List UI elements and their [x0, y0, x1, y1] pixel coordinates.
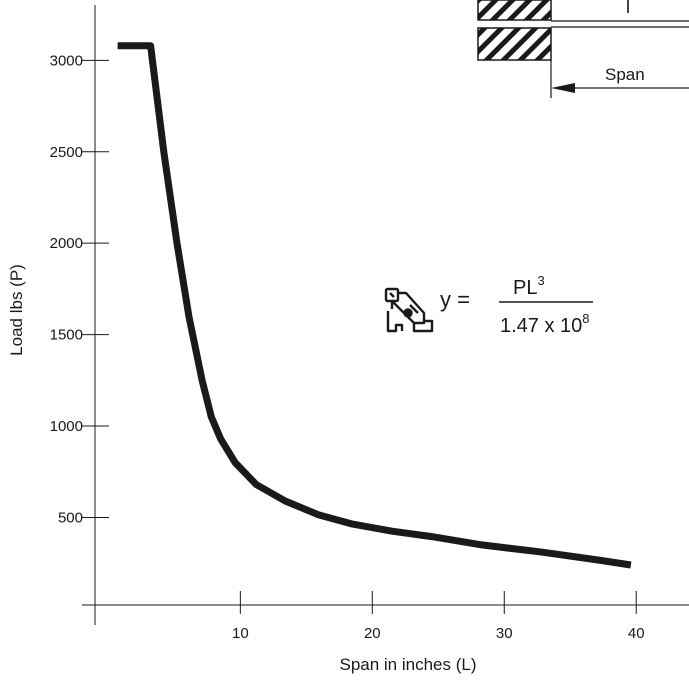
y-tick-label: 2500 — [50, 144, 83, 161]
x-tick-label: 40 — [628, 625, 645, 642]
y-axis-title: Load lbs (P) — [7, 264, 26, 356]
fixed-support-upper — [477, 0, 552, 21]
y-tick-label: 1500 — [50, 327, 83, 344]
deflection-formula: y = PL3 1.47 x 108 — [440, 273, 593, 337]
extrusion-profile-icon — [384, 287, 434, 333]
formula-lhs: y = — [440, 287, 470, 312]
axes — [82, 5, 689, 625]
x-ticks: 10 20 30 40 — [232, 591, 645, 642]
x-axis-title: Span in inches (L) — [339, 655, 476, 674]
span-label: Span — [605, 65, 645, 84]
formula-numerator: PL3 — [513, 273, 545, 299]
series-layer — [117, 42, 632, 569]
x-tick-label: 20 — [364, 625, 381, 642]
y-tick-label: 1000 — [50, 418, 83, 435]
beam-span-diagram: Span — [477, 0, 689, 98]
y-tick-label: 3000 — [50, 52, 83, 69]
formula-denominator: 1.47 x 108 — [500, 311, 590, 337]
load-span-curve — [117, 42, 632, 569]
y-tick-label: 2000 — [50, 235, 83, 252]
x-tick-label: 30 — [496, 625, 513, 642]
y-tick-label: 500 — [58, 509, 83, 526]
span-arrow-icon — [551, 83, 575, 93]
fixed-support-lower — [477, 27, 552, 61]
x-tick-label: 10 — [232, 625, 249, 642]
y-ticks: 500 1000 1500 2000 2500 3000 — [50, 52, 109, 526]
